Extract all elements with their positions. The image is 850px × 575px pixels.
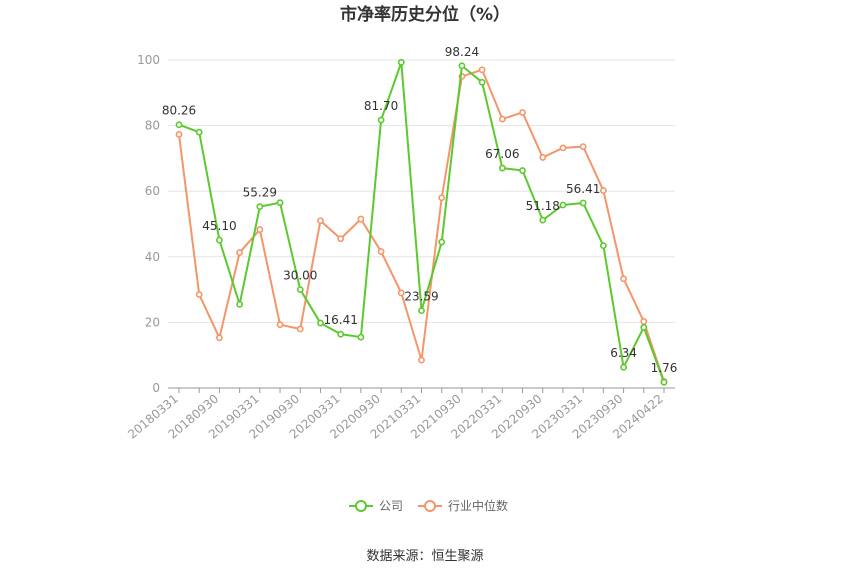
data-label: 56.41 [566,182,600,196]
y-tick-label: 80 [145,119,160,133]
data-point [216,236,223,244]
data-point [599,242,607,250]
y-tick-label: 0 [152,381,160,395]
data-point [377,248,385,255]
data-point [357,333,365,341]
data-label: 45.10 [202,219,236,233]
data-point [640,323,648,331]
data-point [195,291,203,298]
data-point [519,109,526,116]
data-label: 23.59 [404,290,438,304]
data-point [296,286,304,293]
data-point [337,235,345,243]
data-label: 55.29 [243,186,277,200]
data-point [559,144,567,152]
data-label: 98.24 [445,45,479,59]
data-label: 51.18 [526,199,560,213]
data-point [559,201,567,209]
source-note: 数据来源：恒生聚源 [366,549,483,564]
data-label: 30.00 [283,269,317,283]
data-point [579,199,587,207]
data-point [579,143,587,150]
data-label: 6.34 [610,346,637,360]
legend-label-0: 公司 [379,499,403,513]
data-point [539,216,547,224]
legend-marker-0 [355,500,367,512]
y-tick-label: 40 [145,250,160,264]
data-point [539,154,547,161]
data-point [256,203,264,211]
series-line-0 [178,61,665,383]
data-point [478,78,486,86]
data-point [397,58,405,66]
y-tick-label: 60 [145,184,160,198]
data-point [175,121,183,129]
data-point [458,62,466,70]
y-tick-label: 100 [137,53,160,67]
data-point [660,378,668,386]
chart-title: 市净率历史分位（%） [340,4,510,25]
data-point [438,238,446,246]
data-point [236,300,244,308]
data-label: 67.06 [485,147,519,161]
data-label: 80.26 [162,104,196,118]
data-point [337,330,345,338]
data-point [276,321,284,329]
data-labels: 80.26 45.10 55.29 30.00 16.41 81.70 23.59 98.24… [162,45,678,375]
data-point [640,318,648,325]
data-point [478,66,486,74]
series-line-1 [178,68,665,382]
data-point [175,131,183,138]
data-point [620,275,627,283]
data-point [519,167,526,174]
legend-marker-1 [424,500,436,512]
data-point [195,128,203,136]
data-point [296,325,304,333]
data-point [256,226,264,233]
data-point [216,334,223,342]
data-label: 81.70 [364,99,398,113]
data-point [418,307,425,315]
data-point [620,363,627,371]
data-point [357,215,365,223]
data-point [317,217,324,225]
legend-label-1: 行业中位数 [448,498,508,513]
series-layer [175,58,668,386]
data-point [599,187,607,194]
data-point [438,194,446,202]
data-point [498,164,506,172]
legend: 公司 行业中位数 [349,498,508,513]
grid [168,59,675,323]
data-point [397,289,405,297]
data-point [498,115,506,123]
y-tick-label: 20 [145,315,160,329]
data-point [236,249,244,256]
data-point [377,116,385,124]
data-label: 1.76 [651,361,678,375]
data-label: 16.41 [323,313,357,327]
data-point [276,199,284,207]
data-point [418,356,425,364]
axes: 0204060801002018033120180930201903312019… [125,53,675,442]
data-point [317,319,324,327]
